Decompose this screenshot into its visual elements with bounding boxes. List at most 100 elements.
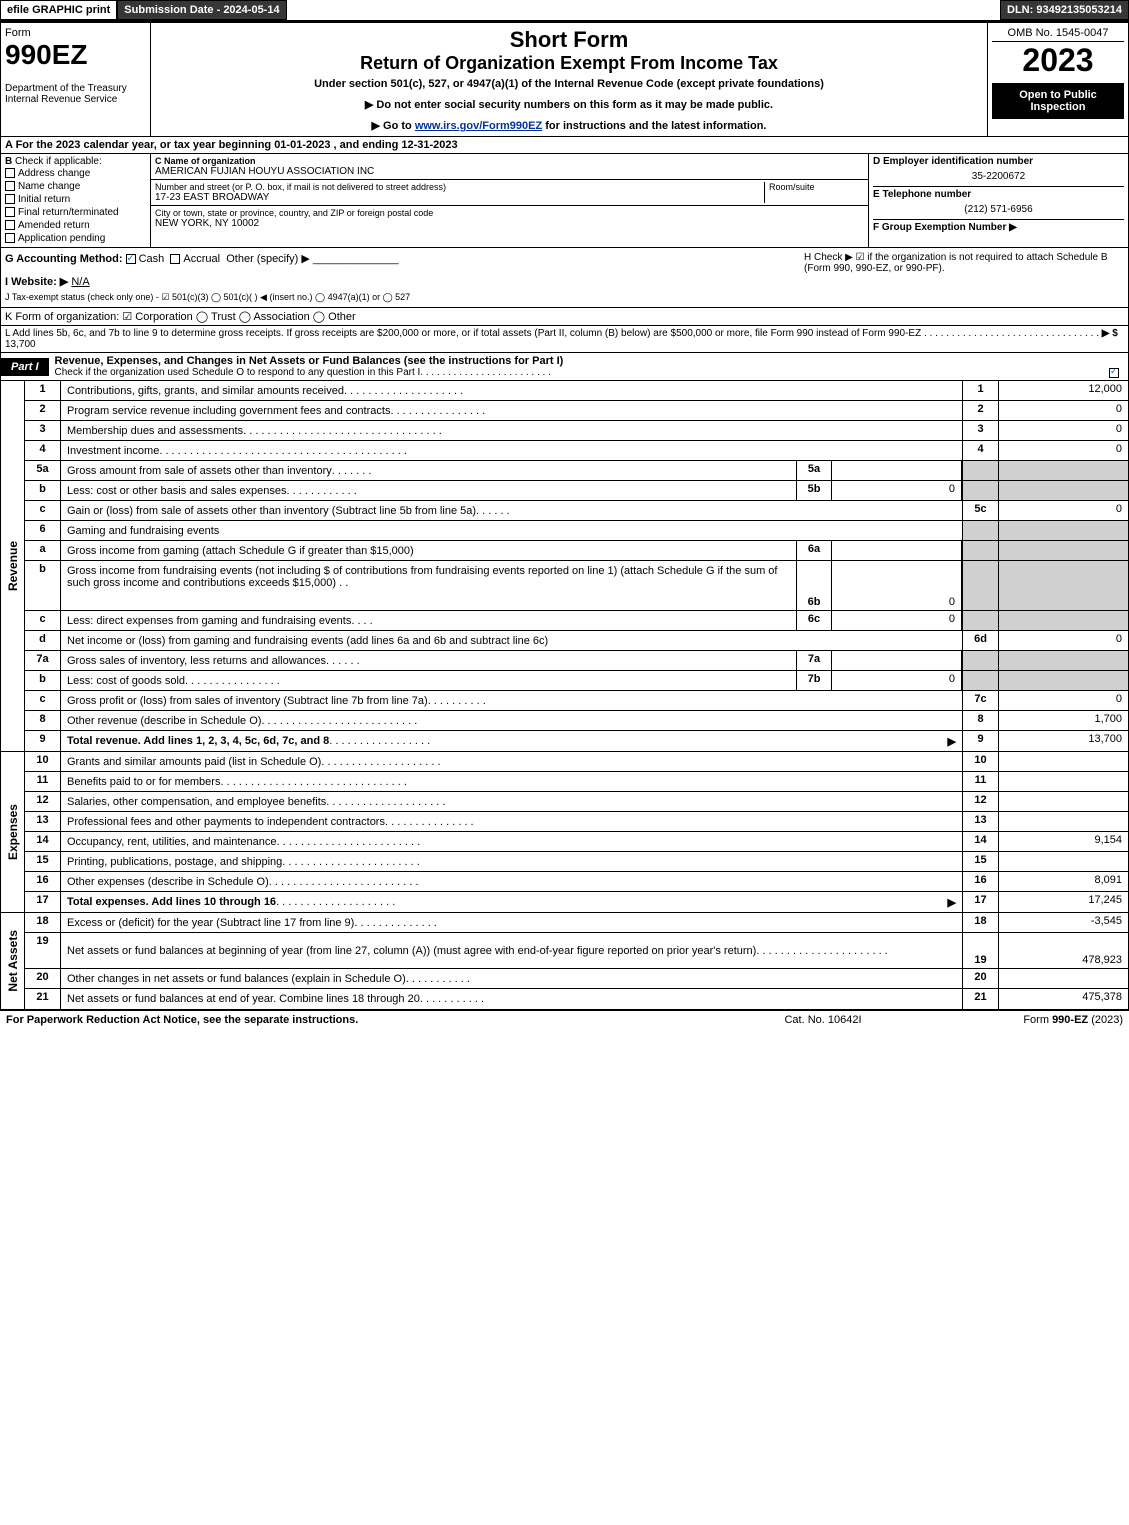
line-7a: 7aGross sales of inventory, less returns… (25, 651, 1128, 671)
cash-checkbox[interactable] (126, 254, 136, 264)
box-d-container: D Employer identification number 35-2200… (868, 154, 1128, 247)
line-18: 18Excess or (deficit) for the year (Subt… (25, 913, 1128, 933)
line-l: L Add lines 5b, 6c, and 7b to line 9 to … (0, 326, 1129, 353)
line-k: K Form of organization: ☑ Corporation ◯ … (0, 308, 1129, 326)
line-9: 9Total revenue. Add lines 1, 2, 3, 4, 5c… (25, 731, 1128, 751)
irs-label: Internal Revenue Service (5, 94, 146, 105)
footer-right: Form 990-EZ (2023) (923, 1014, 1123, 1026)
open-public-badge: Open to Public Inspection (992, 83, 1124, 119)
line-6a: aGross income from gaming (attach Schedu… (25, 541, 1128, 561)
submission-date: Submission Date - 2024-05-14 (117, 0, 286, 20)
form-number: 990EZ (5, 39, 146, 71)
efile-label: efile GRAPHIC print (0, 0, 117, 20)
addr-row: Number and street (or P. O. box, if mail… (151, 180, 868, 206)
check-name[interactable]: Name change (5, 180, 146, 193)
line-j: J Tax-exempt status (check only one) - ☑… (5, 292, 804, 303)
check-address[interactable]: Address change (5, 167, 146, 180)
line-7b: bLess: cost of goods sold . . . . . . . … (25, 671, 1128, 691)
box-b-container: B Check if applicable: Address change Na… (0, 154, 1129, 248)
part-i-label: Part I (1, 358, 49, 376)
header-right: OMB No. 1545-0047 2023 Open to Public In… (988, 23, 1128, 136)
city-label: City or town, state or province, country… (155, 208, 864, 218)
expenses-side-label: Expenses (1, 752, 25, 912)
form-word: Form (5, 27, 146, 39)
notice-ssn: ▶ Do not enter social security numbers o… (155, 98, 983, 111)
part-i-check: Check if the organization used Schedule … (55, 367, 1122, 378)
part-i-title: Revenue, Expenses, and Changes in Net As… (55, 355, 1122, 367)
irs-link[interactable]: www.irs.gov/Form990EZ (415, 120, 542, 132)
box-b-label: B (5, 156, 12, 167)
expenses-section: Expenses 10Grants and similar amounts pa… (0, 752, 1129, 913)
notice2-pre: ▶ Go to (372, 120, 415, 132)
dept-label: Department of the Treasury (5, 83, 146, 94)
notice-link: ▶ Go to www.irs.gov/Form990EZ for instru… (155, 119, 983, 132)
city-row: City or town, state or province, country… (151, 206, 868, 231)
org-name-row: C Name of organization AMERICAN FUJIAN H… (151, 154, 868, 180)
group-row: F Group Exemption Number ▶ (873, 219, 1124, 233)
return-title: Return of Organization Exempt From Incom… (155, 53, 983, 74)
line-5c: cGain or (loss) from sale of assets othe… (25, 501, 1128, 521)
ein-label: D Employer identification number (873, 156, 1124, 167)
line-6b: bGross income from fundraising events (n… (25, 561, 1128, 611)
line-5a: 5aGross amount from sale of assets other… (25, 461, 1128, 481)
revenue-section: Revenue 1Contributions, gifts, grants, a… (0, 381, 1129, 752)
line-l-arrow: ▶ $ (1102, 328, 1118, 339)
line-2: 2Program service revenue including gover… (25, 401, 1128, 421)
ein-value: 35-2200672 (873, 167, 1124, 186)
group-label: F Group Exemption Number (873, 222, 1006, 233)
header-left: Form 990EZ Department of the Treasury In… (1, 23, 151, 136)
line-12: 12Salaries, other compensation, and empl… (25, 792, 1128, 812)
netassets-side-label: Net Assets (1, 913, 25, 1009)
check-pending[interactable]: Application pending (5, 232, 146, 245)
section-a: A For the 2023 calendar year, or tax yea… (0, 137, 1129, 154)
part-i-desc: Revenue, Expenses, and Changes in Net As… (49, 353, 1128, 380)
line-g-h: G Accounting Method: Cash Accrual Other … (0, 248, 1129, 308)
line-10: 10Grants and similar amounts paid (list … (25, 752, 1128, 772)
omb-number: OMB No. 1545-0047 (992, 27, 1124, 42)
netassets-section: Net Assets 18Excess or (deficit) for the… (0, 913, 1129, 1010)
group-arrow: ▶ (1009, 222, 1017, 233)
website-value: N/A (71, 276, 89, 288)
line-15: 15Printing, publications, postage, and s… (25, 852, 1128, 872)
box-b-left: B Check if applicable: Address change Na… (1, 154, 151, 247)
line-l-text: L Add lines 5b, 6c, and 7b to line 9 to … (5, 328, 921, 339)
top-bar: efile GRAPHIC print Submission Date - 20… (0, 0, 1129, 22)
check-final[interactable]: Final return/terminated (5, 206, 146, 219)
line-14: 14Occupancy, rent, utilities, and mainte… (25, 832, 1128, 852)
accrual-checkbox[interactable] (170, 254, 180, 264)
line-l-value: 13,700 (5, 339, 36, 350)
line-i: I Website: ▶ N/A (5, 275, 804, 288)
addr-value: 17-23 EAST BROADWAY (155, 192, 764, 203)
org-name-label: C Name of organization (155, 156, 864, 166)
line-8: 8Other revenue (describe in Schedule O) … (25, 711, 1128, 731)
line-11: 11Benefits paid to or for members . . . … (25, 772, 1128, 792)
line-1: 1Contributions, gifts, grants, and simil… (25, 381, 1128, 401)
line-21: 21Net assets or fund balances at end of … (25, 989, 1128, 1009)
tel-value: (212) 571-6956 (873, 200, 1124, 219)
line-7c: cGross profit or (loss) from sales of in… (25, 691, 1128, 711)
line-6: 6Gaming and fundraising events (25, 521, 1128, 541)
line-19: 19Net assets or fund balances at beginni… (25, 933, 1128, 969)
tel-label: E Telephone number (873, 186, 1124, 200)
city-value: NEW YORK, NY 10002 (155, 218, 864, 229)
accounting-method: G Accounting Method: Cash Accrual Other … (5, 252, 804, 265)
line-3: 3Membership dues and assessments . . . .… (25, 421, 1128, 441)
notice2-post: for instructions and the latest informat… (542, 120, 766, 132)
short-form-title: Short Form (155, 27, 983, 53)
line-17: 17Total expenses. Add lines 10 through 1… (25, 892, 1128, 912)
line-20: 20Other changes in net assets or fund ba… (25, 969, 1128, 989)
header-center: Short Form Return of Organization Exempt… (151, 23, 988, 136)
room-label: Room/suite (769, 182, 864, 192)
check-amended[interactable]: Amended return (5, 219, 146, 232)
tax-year: 2023 (992, 42, 1124, 79)
schedule-o-checkbox[interactable] (1109, 368, 1119, 378)
line-6d: dNet income or (loss) from gaming and fu… (25, 631, 1128, 651)
subtitle: Under section 501(c), 527, or 4947(a)(1)… (155, 78, 983, 90)
page-footer: For Paperwork Reduction Act Notice, see … (0, 1010, 1129, 1029)
org-name: AMERICAN FUJIAN HOUYU ASSOCIATION INC (155, 166, 864, 177)
line-4: 4Investment income . . . . . . . . . . .… (25, 441, 1128, 461)
check-initial[interactable]: Initial return (5, 193, 146, 206)
check-if-applicable: Check if applicable: (15, 156, 102, 167)
line-g-left: G Accounting Method: Cash Accrual Other … (5, 252, 804, 303)
line-13: 13Professional fees and other payments t… (25, 812, 1128, 832)
